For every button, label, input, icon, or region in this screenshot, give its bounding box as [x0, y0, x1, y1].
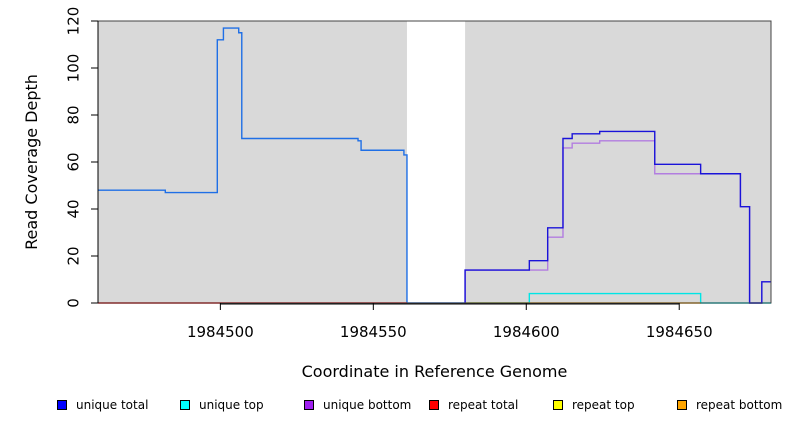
series-line-coverage	[98, 27, 466, 304]
y-axis-title: Read Coverage Depth	[22, 74, 41, 250]
legend-swatch	[553, 400, 563, 410]
y-tick-label: 60	[65, 152, 83, 171]
y-axis: 0 20 40 60 80 100 120	[65, 7, 99, 308]
legend-swatch	[677, 400, 687, 410]
x-axis-title: Coordinate in Reference Genome	[302, 362, 568, 381]
legend-swatch	[429, 400, 439, 410]
legend-label: unique top	[199, 398, 264, 412]
y-tick-label: 20	[65, 246, 83, 265]
legend-swatch	[57, 400, 67, 410]
legend-item-repeat-bottom: repeat bottom	[677, 398, 782, 412]
shaded-region	[98, 21, 407, 303]
y-tick-label: 0	[65, 298, 83, 308]
legend-label: unique bottom	[323, 398, 412, 412]
series-line-unique-total	[464, 130, 771, 304]
plot-background	[98, 21, 771, 303]
shaded-region	[465, 21, 771, 303]
legend-label: unique total	[76, 398, 149, 412]
y-tick-label: 80	[65, 105, 83, 124]
y-tick-label: 120	[65, 7, 83, 36]
legend-swatch	[180, 400, 190, 410]
legend-swatch	[304, 400, 314, 410]
legend-item-repeat-top: repeat top	[553, 398, 635, 412]
legend-label: repeat bottom	[696, 398, 783, 412]
legend-label: repeat top	[572, 398, 635, 412]
legend: unique total unique top unique bottom re…	[0, 398, 792, 420]
x-tick-label: 1984600	[493, 323, 560, 341]
legend-item-repeat-total: repeat total	[429, 398, 518, 412]
y-tick-label: 100	[65, 54, 83, 83]
legend-item-unique-total: unique total	[57, 398, 148, 412]
x-tick-label: 1984550	[340, 323, 407, 341]
legend-item-unique-bottom: unique bottom	[304, 398, 411, 412]
legend-item-unique-top: unique top	[180, 398, 264, 412]
x-tick-label: 1984500	[187, 323, 254, 341]
x-axis: 1984500 1984550 1984600 1984650	[187, 303, 713, 341]
y-tick-label: 40	[65, 199, 83, 218]
legend-label: repeat total	[448, 398, 519, 412]
x-tick-label: 1984650	[646, 323, 713, 341]
